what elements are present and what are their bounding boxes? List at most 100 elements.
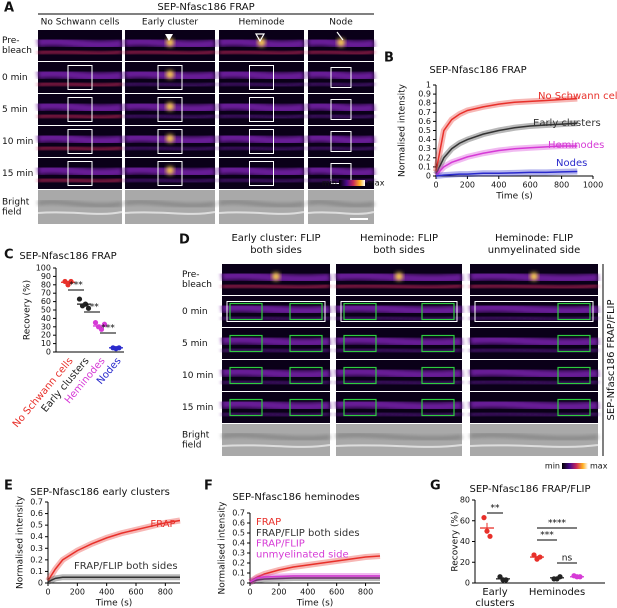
y-tick-label: 0.7 [30, 498, 43, 507]
series-line [435, 122, 578, 175]
y-tick-label: 70 [41, 289, 51, 298]
row-label: 0 min [182, 307, 208, 317]
bleach-roi [157, 129, 183, 154]
x-tick-label: 800 [554, 181, 569, 190]
axon-signal [37, 133, 123, 146]
row-label: Bright [182, 431, 210, 441]
cluster-signal [337, 38, 345, 47]
y-tick-label: 0.6 [30, 509, 43, 518]
axon-signal [335, 380, 463, 385]
axon-signal [221, 271, 331, 284]
y-tick-label: 0.3 [30, 544, 43, 553]
axon-signal [37, 146, 123, 151]
column-header: No Schwann cells [41, 18, 120, 28]
axon-signal [221, 399, 331, 412]
axon-signal [218, 101, 305, 114]
axon-signal [218, 82, 305, 87]
panel-label: C [4, 248, 14, 263]
series-label: FRAP/FLIP both sides [74, 561, 178, 572]
data-point [98, 326, 105, 332]
colorbar-label: min [322, 179, 337, 188]
axon-signal [221, 367, 331, 380]
flip-roi [557, 334, 591, 353]
cluster-signal [166, 38, 174, 47]
axon-signal [218, 165, 305, 178]
series-line [435, 97, 578, 172]
y-axis-label: Normalised intensity [398, 83, 408, 177]
axon-signal [469, 335, 599, 348]
row-label: field [182, 441, 201, 451]
bright-field-texture [37, 200, 123, 207]
colorbar [339, 180, 365, 186]
y-tick-label: 0.4 [232, 539, 245, 548]
row-label: 15 min [2, 169, 33, 179]
data-point [76, 296, 83, 302]
axon-signal [307, 101, 375, 114]
bleach-roi [249, 161, 274, 186]
flip-roi [421, 334, 455, 353]
axon-signal [469, 399, 599, 412]
y-tick-label: 0 [46, 348, 51, 357]
bleach-roi [67, 97, 93, 122]
bright-field-texture [307, 211, 375, 215]
y-tick-label: 0.2 [30, 555, 43, 564]
y-tick-label: 0.2 [418, 153, 431, 162]
column-header: Heminode: FLIP [495, 233, 573, 244]
row-label: 0 min [2, 73, 28, 83]
axon-signal [469, 284, 599, 289]
row-label: 5 min [2, 105, 28, 115]
axon-signal [335, 412, 463, 417]
series-label: No Schwann cells [538, 91, 617, 102]
y-tick-label: 0.3 [418, 144, 431, 153]
axon-signal [307, 165, 375, 178]
axon-signal [218, 133, 305, 146]
series-label: FRAP/FLIP both sides [256, 528, 360, 539]
data-point [85, 305, 92, 311]
axon-signal [307, 133, 375, 146]
row-label: 15 min [182, 403, 213, 413]
row-label: 5 min [182, 339, 208, 349]
axon-signal [335, 348, 463, 353]
flip-roi [343, 398, 377, 417]
x-tick-label: 1000 [583, 181, 603, 190]
arrowhead-marker [165, 34, 173, 41]
y-tick-label: 60 [460, 516, 470, 525]
column-header: Node [329, 18, 353, 28]
column-header: unmyelinated side [488, 245, 581, 256]
flip-roi [557, 398, 591, 417]
column-header: both sides [373, 245, 425, 256]
significance-label: *** [85, 303, 99, 313]
column-header: Early cluster [142, 18, 198, 28]
y-axis-label: Normalised intensity [16, 495, 26, 589]
flip-roi [557, 366, 591, 385]
colorbar-label: min [545, 462, 560, 471]
series-label: FRAP [256, 517, 281, 528]
colorbar-label: max [590, 462, 608, 471]
y-tick-label: 0.8 [418, 99, 431, 108]
series-line [249, 575, 380, 583]
bright-field-texture [469, 433, 599, 440]
row-label: Pre- [182, 270, 200, 280]
chart-title: SEP-Nfasc186 heminodes [232, 492, 359, 503]
axon-signal [124, 82, 216, 87]
y-tick-label: 0 [38, 579, 43, 588]
panel-label: D [179, 233, 190, 248]
axon-signal [307, 82, 375, 87]
axon-signal [335, 303, 463, 316]
chart-title: SEP-Nfasc186 FRAP [19, 251, 116, 262]
bright-field-image [336, 424, 462, 456]
bright-field-image [38, 190, 122, 224]
bright-field-texture [124, 200, 216, 207]
y-tick-label: 0.5 [418, 126, 431, 135]
series-line [47, 519, 181, 582]
bleach-roi [226, 301, 326, 322]
x-tick-label: 400 [491, 181, 506, 190]
axon-signal [221, 348, 331, 353]
y-tick-label: 80 [460, 496, 470, 505]
cluster-signal [272, 272, 280, 281]
colorbar [562, 463, 588, 469]
arrow-marker [336, 31, 344, 41]
y-tick-label: 0.4 [418, 135, 431, 144]
data-point [481, 515, 487, 521]
row-label: 10 min [2, 137, 33, 147]
